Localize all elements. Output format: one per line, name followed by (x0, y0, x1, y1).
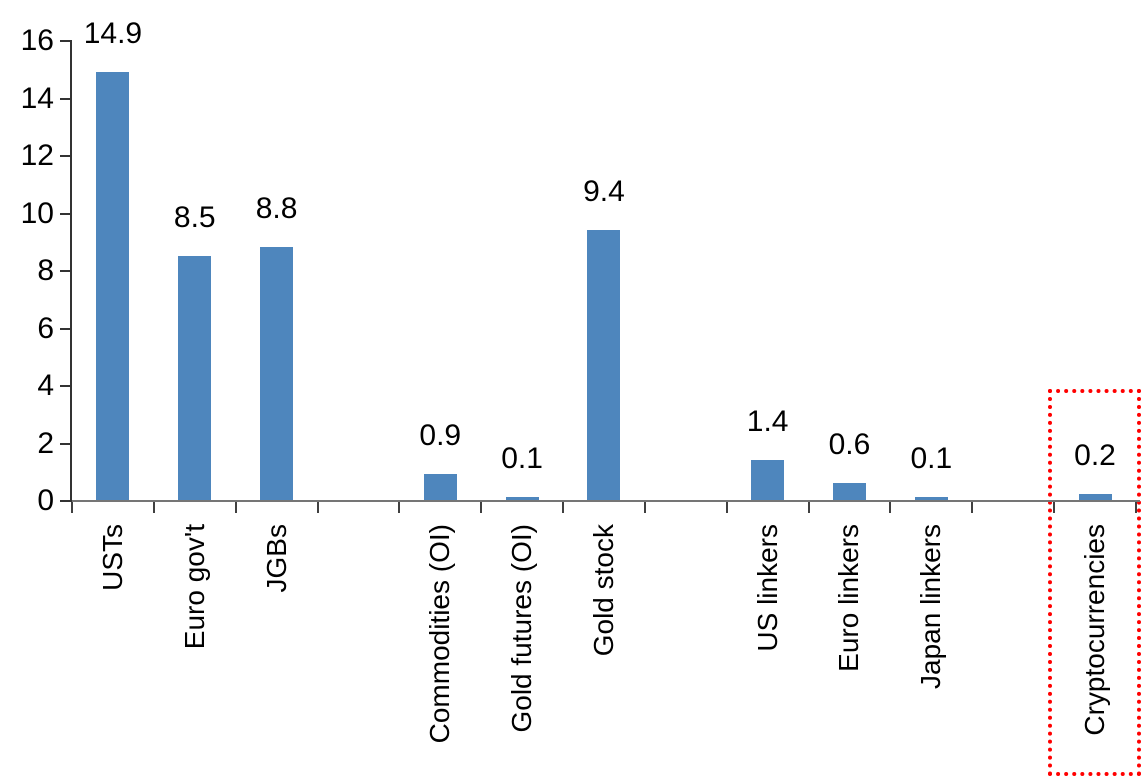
y-axis-tick (60, 327, 72, 330)
x-axis-tick (725, 502, 728, 513)
bar-gold-stock (587, 229, 621, 500)
bar-japan-linkers (914, 497, 948, 500)
category-label: Euro linkers (833, 524, 865, 672)
y-tick-label: 16 (20, 24, 54, 57)
bar-euro-gov-t (178, 255, 212, 500)
bar-euro-linkers (832, 482, 866, 500)
y-axis-tick (60, 40, 72, 42)
x-axis-tick (889, 502, 892, 513)
category-label: US linkers (751, 524, 783, 652)
y-axis-tick (60, 97, 72, 100)
bar-usts (96, 71, 130, 500)
y-axis-tick (60, 442, 72, 445)
category-label: Cryptocurrencies (1079, 524, 1110, 736)
y-axis-tick (60, 270, 72, 272)
x-axis-line (70, 500, 1140, 502)
x-axis-tick (71, 502, 73, 513)
x-axis-tick (1053, 502, 1056, 513)
bar-value-label: 0.6 (828, 427, 871, 461)
y-axis-tick (60, 212, 72, 215)
y-tick-label: 6 (37, 311, 54, 345)
x-axis-tick (234, 502, 237, 513)
bar-gold-futures-oi- (505, 497, 539, 500)
x-axis-tick (1134, 502, 1137, 513)
x-axis-tick (643, 502, 646, 513)
bar-value-label: 0.1 (910, 442, 953, 476)
y-axis-tick (60, 500, 72, 502)
bar-us-linkers (751, 459, 785, 500)
x-axis-tick (807, 502, 810, 513)
y-axis-tick (60, 155, 72, 157)
x-axis-tick (398, 502, 401, 513)
y-tick-label: 2 (37, 426, 54, 460)
y-tick-label: 4 (37, 369, 54, 402)
y-tick-label: 0 (37, 484, 54, 517)
highlight-box-cryptocurrencies (1048, 389, 1141, 776)
bar-value-label: 0.2 (1074, 439, 1116, 473)
category-label: Gold futures (OI) (506, 524, 538, 733)
x-axis-tick (562, 502, 565, 513)
category-label: USTs (96, 524, 128, 591)
category-label: Commodities (OI) (424, 524, 456, 744)
bar-value-label: 8.8 (255, 192, 298, 225)
bar-value-label: 1.4 (746, 404, 789, 438)
bar-commodities-oi- (423, 474, 457, 500)
bar-value-label: 8.5 (173, 200, 216, 234)
bar-value-label: 0.9 (419, 419, 462, 453)
category-label: Euro gov't (178, 524, 210, 650)
bar-jgbs (260, 247, 294, 500)
bar-value-label: 14.9 (83, 16, 143, 50)
bar-value-label: 9.4 (583, 174, 625, 208)
y-tick-label: 14 (20, 81, 54, 115)
category-label: Japan linkers (915, 524, 947, 689)
x-axis-tick (316, 502, 319, 513)
bar-cryptocurrencies (1078, 494, 1112, 500)
bar-value-label: 0.1 (501, 442, 543, 476)
y-axis-tick (60, 385, 72, 387)
x-axis-tick (480, 502, 483, 513)
y-tick-label: 10 (20, 196, 54, 230)
y-tick-label: 12 (20, 139, 54, 172)
category-label: JGBs (260, 524, 292, 593)
y-tick-label: 8 (37, 254, 54, 287)
x-axis-tick (152, 502, 155, 513)
x-axis-tick (971, 502, 974, 513)
category-label: Gold stock (587, 524, 619, 657)
